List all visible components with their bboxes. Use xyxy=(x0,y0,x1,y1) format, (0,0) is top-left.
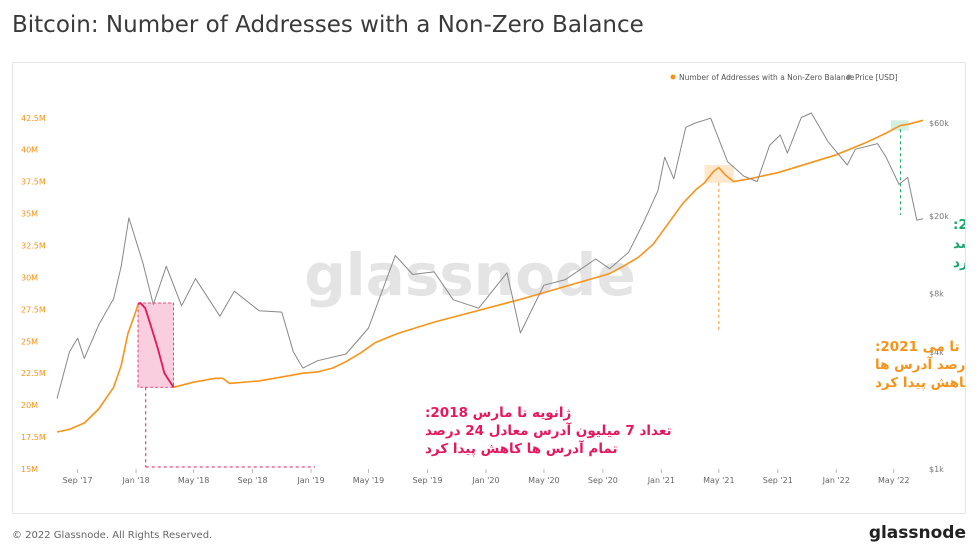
annotation-2-line-1: 470 هزار آدرس معادل 1 درصد xyxy=(953,235,965,252)
y-left-tick-label: 35M xyxy=(21,210,38,219)
x-tick-label: May '19 xyxy=(353,476,384,485)
y-left-tick-label: 30M xyxy=(21,273,38,282)
annotation-1-line-1: 1 میلیون آدرس معادل 2.8 درصد آدرس ها xyxy=(875,356,965,373)
annotation-0-line-2: تمام آدرس ها کاهش پیدا کرد xyxy=(425,440,618,457)
y-right-tick-label: $60k xyxy=(929,119,949,128)
series-line-price xyxy=(56,112,924,399)
x-tick-label: May '18 xyxy=(178,476,209,485)
y-right-tick-label: $20k xyxy=(929,212,949,221)
x-tick-label: May '20 xyxy=(528,476,559,485)
x-tick-label: Jan '18 xyxy=(121,476,149,485)
x-tick-label: Jan '22 xyxy=(822,476,850,485)
highlight-2021 xyxy=(704,165,734,183)
legend-marker-addresses xyxy=(670,74,676,80)
x-tick-label: Jan '20 xyxy=(471,476,499,485)
watermark: glassnode xyxy=(304,241,636,309)
x-tick-label: Jan '19 xyxy=(296,476,324,485)
y-right-tick-label: $1k xyxy=(929,465,944,474)
y-left-tick-label: 27.5M xyxy=(21,305,46,314)
legend-label-price: Price [USD] xyxy=(855,73,898,82)
y-left-tick-label: 42.5M xyxy=(21,114,46,123)
legend-marker-price xyxy=(846,74,852,80)
annotation-0-line-1: تعداد 7 میلیون آدرس معادل 24 درصد xyxy=(425,422,672,439)
annotation-2-line-0: می 2022: xyxy=(953,217,965,233)
chart-svg: glassnode 15M 17.5M 20M 22.5M 25M 27.5M 30M 32.5… xyxy=(21,73,965,485)
brand-logo: glassnode xyxy=(868,523,966,543)
chart-title: Bitcoin: Number of Addresses with a Non-… xyxy=(12,12,644,38)
x-tick-label: Sep '18 xyxy=(238,476,268,485)
annotation-1-line-0: آوریل تا می 2021: xyxy=(875,338,965,355)
y-left-tick-label: 17.5M xyxy=(21,433,46,442)
y-left-tick-label: 37.5M xyxy=(21,178,46,187)
annotation-1-line-2: کاهش پیدا کرد xyxy=(875,375,965,391)
chart-frame: glassnode 15M 17.5M 20M 22.5M 25M 27.5M 30M 32.5… xyxy=(12,62,966,514)
y-left-tick-label: 32.5M xyxy=(21,241,46,250)
annotation-0-line-0: ژانویه تا مارس 2018: xyxy=(425,405,571,421)
y-left-tick-label: 15M xyxy=(21,465,38,474)
y-left-tick-label: 22.5M xyxy=(21,369,46,378)
y-left-tick-label: 25M xyxy=(21,337,38,346)
x-tick-label: Sep '19 xyxy=(412,476,442,485)
y-left-tick-label: 20M xyxy=(21,401,38,410)
shaded-region-2018 xyxy=(137,302,174,388)
annotation-2-line-2: تمام آدرس ها کاهش پیدا کرد xyxy=(953,254,965,271)
series-segment-drop-2018 xyxy=(137,301,175,388)
legend-label-addresses: Number of Addresses with a Non-Zero Bala… xyxy=(679,73,855,82)
x-tick-label: May '21 xyxy=(703,476,734,485)
copyright-text: © 2022 Glassnode. All Rights Reserved. xyxy=(12,530,213,541)
y-left-tick-label: 40M xyxy=(21,146,38,155)
x-tick-label: Sep '21 xyxy=(763,476,793,485)
x-tick-label: Jan '21 xyxy=(647,476,675,485)
y-right-tick-label: $4k xyxy=(929,348,944,357)
x-tick-label: May '22 xyxy=(878,476,909,485)
x-tick-label: Sep '17 xyxy=(63,476,93,485)
y-right-tick-label: $8k xyxy=(929,289,944,298)
x-tick-label: Sep '20 xyxy=(588,476,618,485)
